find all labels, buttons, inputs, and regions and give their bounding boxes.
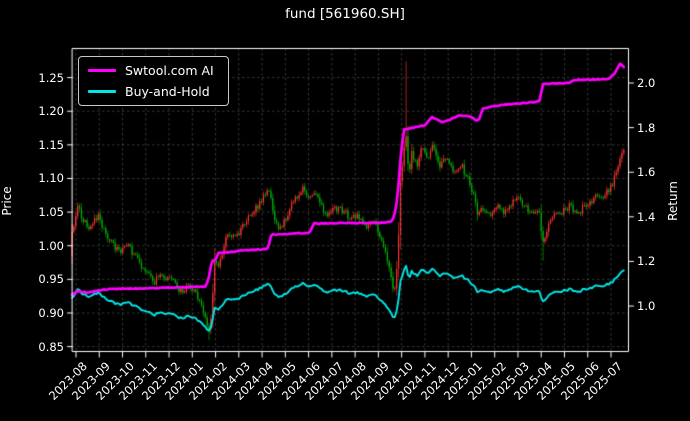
return-tick-label: 1.0 (637, 299, 656, 314)
return-tick-label: 1.4 (637, 209, 656, 224)
price-tick-label: 0.85 (38, 339, 64, 354)
ai-line-swatch-icon (88, 68, 116, 73)
price-tick-label: 0.95 (38, 272, 64, 287)
price-tick-label: 1.15 (38, 137, 64, 152)
buyhold-line-swatch-icon (88, 89, 116, 94)
price-tick-label: 1.20 (38, 104, 64, 119)
legend-item-buyhold: Buy-and-Hold (88, 83, 214, 100)
return-tick-label: 1.6 (637, 165, 656, 180)
price-tick-label: 1.05 (38, 205, 64, 220)
price-tick-label: 1.10 (38, 171, 64, 186)
return-tick-label: 1.8 (637, 120, 656, 135)
return-tick-label: 1.2 (637, 254, 656, 269)
page-title: fund [561960.SH] (285, 6, 405, 22)
price-tick-label: 1.25 (38, 70, 64, 85)
legend: Swtool.com AI Buy-and-Hold (78, 56, 229, 106)
price-tick-label: 1.00 (38, 238, 64, 253)
y-axis-label-price: Price (0, 186, 14, 216)
legend-label-ai: Swtool.com AI (125, 63, 214, 78)
return-tick-label: 2.0 (637, 76, 656, 91)
legend-item-ai: Swtool.com AI (88, 62, 214, 79)
price-tick-label: 0.90 (38, 305, 64, 320)
legend-label-buyhold: Buy-and-Hold (125, 84, 210, 99)
